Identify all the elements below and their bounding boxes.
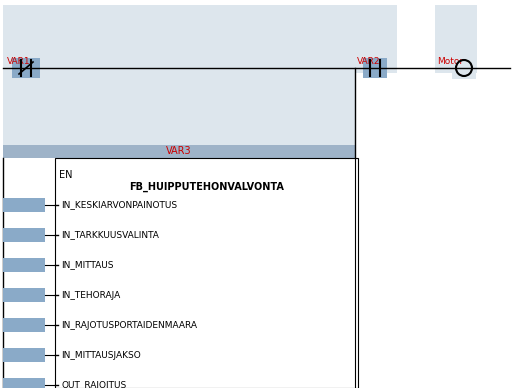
Bar bbox=[3, 145, 355, 158]
Bar bbox=[55, 158, 358, 388]
Text: IN_MITTAUS: IN_MITTAUS bbox=[61, 260, 114, 270]
Bar bbox=[3, 5, 355, 145]
Text: IN_MITTAUSJAKSO: IN_MITTAUSJAKSO bbox=[61, 350, 141, 360]
Text: VAR3: VAR3 bbox=[166, 147, 192, 156]
Text: IN_TARKKUUSVALINTA: IN_TARKKUUSVALINTA bbox=[61, 230, 159, 239]
Text: IN_RAJOTUSPORTAIDENMAARA: IN_RAJOTUSPORTAIDENMAARA bbox=[61, 320, 197, 329]
Bar bbox=[435, 5, 477, 73]
Bar bbox=[3, 198, 45, 212]
Bar bbox=[3, 378, 45, 388]
Bar bbox=[3, 258, 45, 272]
Bar bbox=[3, 288, 45, 302]
Bar bbox=[3, 348, 45, 362]
Text: Motor: Motor bbox=[437, 57, 463, 66]
Bar bbox=[5, 5, 47, 73]
Text: VAR2: VAR2 bbox=[357, 57, 380, 66]
Bar bbox=[12, 58, 40, 78]
Text: IN_KESKIARVONPAINOTUS: IN_KESKIARVONPAINOTUS bbox=[61, 201, 177, 210]
Bar bbox=[355, 5, 397, 73]
Bar bbox=[363, 58, 387, 78]
Text: FB_HUIPPUTEHONVALVONTA: FB_HUIPPUTEHONVALVONTA bbox=[129, 182, 284, 192]
Bar bbox=[3, 228, 45, 242]
Bar bbox=[452, 57, 476, 79]
Text: OUT_RAJOITUS: OUT_RAJOITUS bbox=[61, 381, 126, 388]
Text: EN: EN bbox=[59, 170, 72, 180]
Bar bbox=[3, 318, 45, 332]
Text: IN_TEHORAJA: IN_TEHORAJA bbox=[61, 291, 120, 300]
Text: VAR1: VAR1 bbox=[7, 57, 31, 66]
